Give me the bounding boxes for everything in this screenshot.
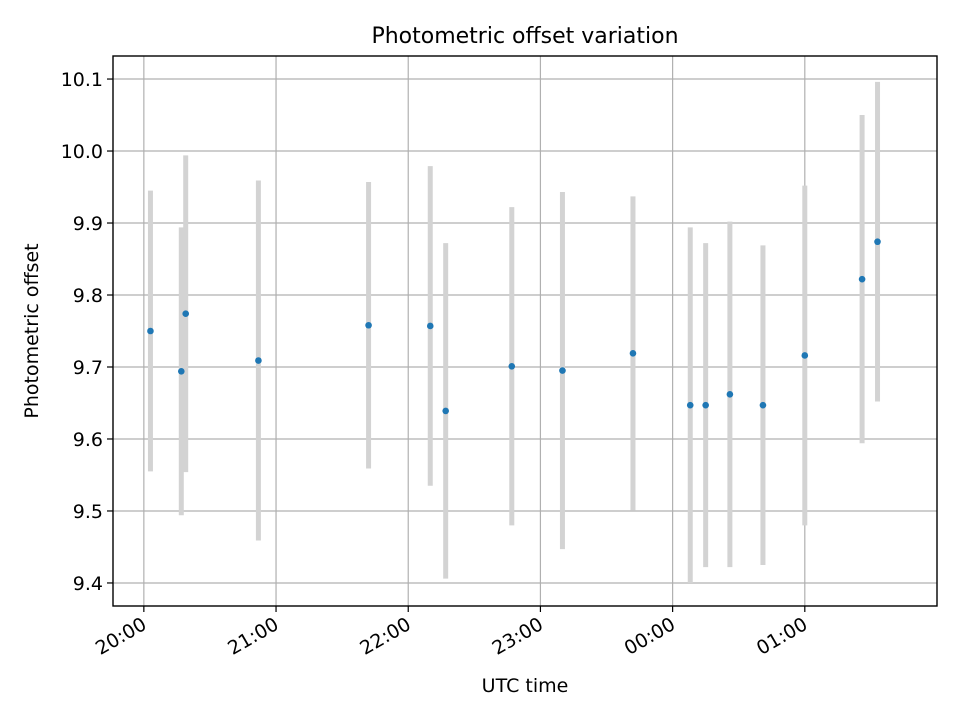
data-point <box>442 407 449 415</box>
axis-ticks: 20:00 21:00 22:00 23:00 00:00 01:00 9.4 9.5 9.6 9… <box>61 69 812 660</box>
chart-title: Photometric offset variation <box>371 24 678 49</box>
data-point <box>255 357 262 364</box>
data-point <box>177 368 185 375</box>
data-point <box>759 401 767 409</box>
y-tick-label: 9.5 <box>73 501 103 523</box>
data-point <box>874 238 881 246</box>
y-axis-label: Photometric offset <box>21 243 43 418</box>
data-point <box>858 275 866 283</box>
data-point <box>182 310 190 318</box>
y-tick-label: 10.0 <box>61 141 103 163</box>
x-tick-label: 01:00 <box>753 613 811 659</box>
data-point <box>686 401 694 409</box>
x-tick-label: 23:00 <box>488 613 546 659</box>
gridlines <box>113 56 937 606</box>
x-tick-label: 22:00 <box>356 613 414 659</box>
data-point <box>801 352 809 359</box>
y-tick-label: 9.8 <box>73 285 103 307</box>
x-tick-label: 20:00 <box>92 613 150 659</box>
error-bars <box>147 81 881 583</box>
x-tick-label: 00:00 <box>621 613 679 659</box>
data-point <box>559 367 566 374</box>
data-point <box>726 391 734 398</box>
x-tick-label: 21:00 <box>224 613 282 659</box>
y-tick-label: 9.6 <box>73 429 103 451</box>
data-point <box>147 327 154 335</box>
plot-frame <box>112 55 938 607</box>
y-tick-label: 9.7 <box>73 357 103 379</box>
y-tick-label: 9.9 <box>73 213 103 235</box>
data-point <box>365 321 372 329</box>
data-point <box>702 401 709 409</box>
data-point <box>426 322 434 330</box>
y-tick-label: 9.4 <box>73 573 103 595</box>
data-point <box>629 350 637 357</box>
data-point <box>508 362 516 370</box>
data-points <box>147 238 881 415</box>
x-axis-label: UTC time <box>482 675 569 697</box>
y-tick-label: 10.1 <box>61 69 103 91</box>
